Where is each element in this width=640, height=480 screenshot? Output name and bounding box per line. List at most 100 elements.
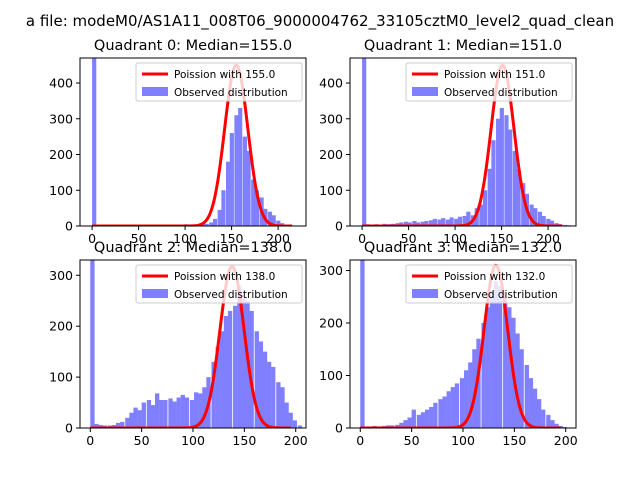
y-tick-label: 300 [319,111,343,126]
histogram-bar [429,407,434,428]
histogram-bar [246,150,251,226]
histogram-bar [499,108,504,226]
histogram-bar [202,387,207,428]
histogram-bar [223,316,229,428]
histogram-bar [562,224,568,226]
histogram-bar [504,115,509,226]
quadrant-2-plot-area [89,260,303,428]
histogram-bar [362,58,367,226]
histogram-bar [262,351,268,428]
x-tick-label: 100 [443,231,467,246]
quadrant-3-panel: 0 50 100 150 200 0 100 200 300 Quadrant 3: Median… [319,240,578,448]
histogram-bar [241,295,246,428]
x-tick-label: 200 [554,433,578,448]
y-tick-label: 200 [319,147,343,162]
histogram-bar [399,222,404,226]
histogram-bar [464,370,469,428]
histogram-bar [441,218,446,226]
histogram-bar [416,414,422,428]
y-tick-label: 0 [335,219,343,234]
histogram-bar [234,115,239,226]
histogram-bar [115,422,121,428]
histogram-bar [479,204,484,226]
histogram-bar [516,168,521,226]
histogram-bar [280,387,285,428]
histogram-bar [98,424,103,428]
quadrant-1-legend: Poission with 151.0 Observed distribution [405,62,573,102]
y-tick-label: 300 [319,263,343,278]
legend-hist-label: Observed distribution [444,87,558,99]
x-tick-label: 100 [181,433,205,448]
histogram-bar [403,221,409,226]
histogram-bar [424,220,429,226]
histogram-bar [429,220,434,226]
histogram-bar [141,402,146,428]
legend-hist-swatch [142,87,168,96]
histogram-bar [508,129,513,226]
histogram-bar [267,211,273,226]
histogram-bar [211,361,216,428]
histogram-bar [437,219,442,226]
y-tick-label: 0 [65,421,73,436]
y-tick-label: 200 [319,316,343,331]
quadrant-2-title: Quadrant 2: Median=138.0 [94,240,292,256]
histogram-bar [487,168,492,226]
legend-fit-label: Poission with 138.0 [174,271,275,283]
histogram-bar [120,421,125,428]
quadrant-3-legend: Poission with 132.0 Observed distribution [405,264,573,304]
x-tick-label: 50 [131,231,147,246]
histogram-bar [450,387,455,428]
quadrant-1-title: Quadrant 1: Median=151.0 [364,38,562,54]
histogram-bar [472,349,477,428]
histogram-bar [271,215,276,226]
histogram-bar [407,222,412,226]
histogram-bar [403,420,408,428]
histogram-bar [521,183,526,226]
histogram-bar [519,349,524,428]
histogram-bar [554,423,559,428]
histogram-bar [445,219,450,226]
histogram-bar [146,400,152,428]
x-tick-label: 100 [451,433,475,448]
histogram-bar [184,397,190,428]
legend-hist-swatch [412,87,438,96]
y-tick-label: 200 [49,147,73,162]
histogram-bar [198,393,203,428]
y-tick-label: 100 [319,183,343,198]
x-tick-label: 0 [88,231,96,246]
histogram-bar [168,398,173,428]
legend-box [405,264,573,304]
histogram-bar [238,108,243,226]
histogram-bar [125,417,130,428]
histogram-bar [271,366,276,428]
x-tick-label: 50 [404,433,420,448]
legend-hist-label: Observed distribution [174,87,288,99]
histogram-bar [276,382,281,428]
y-tick-label: 0 [65,219,73,234]
legend-hist-swatch [412,289,438,298]
histogram-bar [407,417,412,428]
histogram-bar [537,211,543,226]
x-tick-label: 50 [134,433,150,448]
histogram-bar [129,412,134,428]
x-tick-label: 150 [502,433,526,448]
y-tick-label: 400 [49,76,73,91]
histogram-bar [442,396,447,428]
histogram-bar [227,310,233,428]
histogram-bar [276,220,281,226]
x-tick-label: 0 [356,433,364,448]
histogram-bar [92,58,97,226]
x-tick-label: 150 [232,433,256,448]
histogram-bar [360,260,365,428]
histogram-bar [150,405,156,428]
legend-fit-label: Poission with 155.0 [174,69,275,81]
histogram-bar [154,393,160,428]
legend-box [135,264,303,304]
y-tick-label: 300 [49,111,73,126]
legend-fit-label: Poission with 132.0 [444,271,545,283]
histogram-bar [229,133,234,226]
histogram-bar [204,223,209,226]
histogram-bar [297,425,303,428]
quadrant-2-legend: Poission with 138.0 Observed distribution [135,264,303,304]
